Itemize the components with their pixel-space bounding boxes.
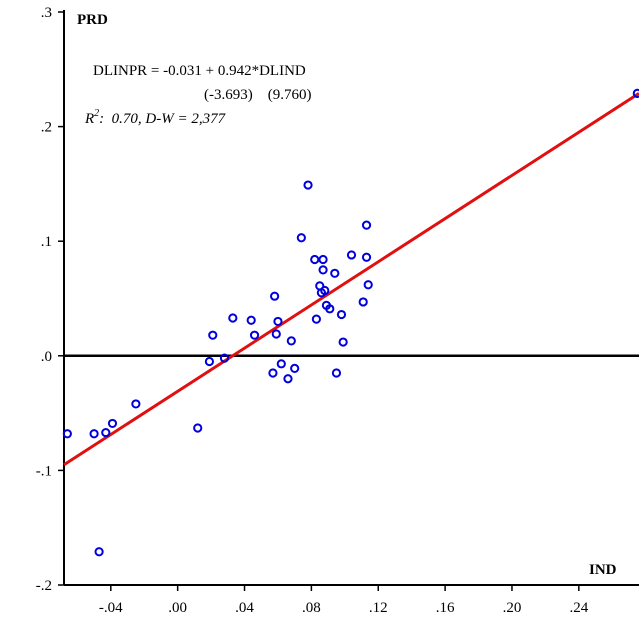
data-point <box>361 220 372 230</box>
data-point <box>296 233 306 243</box>
r2-superscript: 2 <box>94 108 99 119</box>
data-point <box>358 297 368 307</box>
y-tick-label: -.2 <box>36 578 52 594</box>
data-point <box>303 180 313 190</box>
data-point <box>363 280 373 290</box>
data-point <box>338 337 348 347</box>
x-tick-label: .00 <box>168 600 187 616</box>
x-tick-label: .16 <box>436 600 455 616</box>
data-point <box>94 547 104 557</box>
y-axis-title: PRD <box>77 12 108 28</box>
data-point <box>107 418 118 429</box>
data-point <box>101 427 111 438</box>
data-point <box>290 363 300 374</box>
data-point <box>318 254 328 265</box>
x-tick-label: .24 <box>569 600 588 616</box>
data-point <box>311 314 321 324</box>
data-point <box>62 429 72 439</box>
x-tick-label: .08 <box>302 600 321 616</box>
data-point <box>246 315 256 325</box>
y-tick-label: .3 <box>41 5 52 21</box>
y-tick-label: .1 <box>41 234 52 250</box>
y-tick-label: .2 <box>41 120 52 136</box>
y-tick-label: -.1 <box>36 463 52 479</box>
y-tick-label: .0 <box>41 349 52 365</box>
data-point <box>346 250 357 260</box>
r2-label: R <box>84 111 94 127</box>
data-point <box>361 252 372 262</box>
regression-line <box>63 92 639 466</box>
data-point <box>131 399 141 409</box>
x-axis-title: IND <box>589 562 617 578</box>
data-point <box>219 353 230 363</box>
data-point <box>268 368 278 378</box>
x-tick-label: .04 <box>235 600 254 616</box>
data-point <box>271 329 281 339</box>
regression-equation: DLINPR = -0.031 + 0.942*DLIND <box>93 63 306 79</box>
data-point <box>331 368 342 378</box>
data-point <box>283 374 293 384</box>
regression-fit-stats: R2: 0.70, D-W = 2,377 <box>84 108 227 127</box>
x-tick-label: .20 <box>503 600 522 616</box>
x-tick-label: -.04 <box>99 600 123 616</box>
data-point <box>336 309 347 320</box>
regression-tstats: (-3.693) (9.760) <box>204 87 311 103</box>
data-point <box>89 429 99 439</box>
data-point <box>330 268 340 278</box>
data-point <box>286 336 296 346</box>
data-point <box>228 313 238 323</box>
data-point <box>325 304 335 314</box>
data-point <box>270 291 280 301</box>
data-point <box>310 254 320 265</box>
data-point <box>193 423 203 433</box>
data-point <box>204 356 215 367</box>
data-point <box>208 330 218 340</box>
x-tick-label: .12 <box>369 600 388 616</box>
data-point <box>318 265 328 275</box>
data-point <box>320 285 330 296</box>
data-point <box>273 316 283 327</box>
data-point <box>249 330 260 340</box>
data-point <box>276 359 286 369</box>
data-point <box>632 88 639 98</box>
r2-and-dw: : 0.70, D-W = 2,377 <box>99 111 226 127</box>
